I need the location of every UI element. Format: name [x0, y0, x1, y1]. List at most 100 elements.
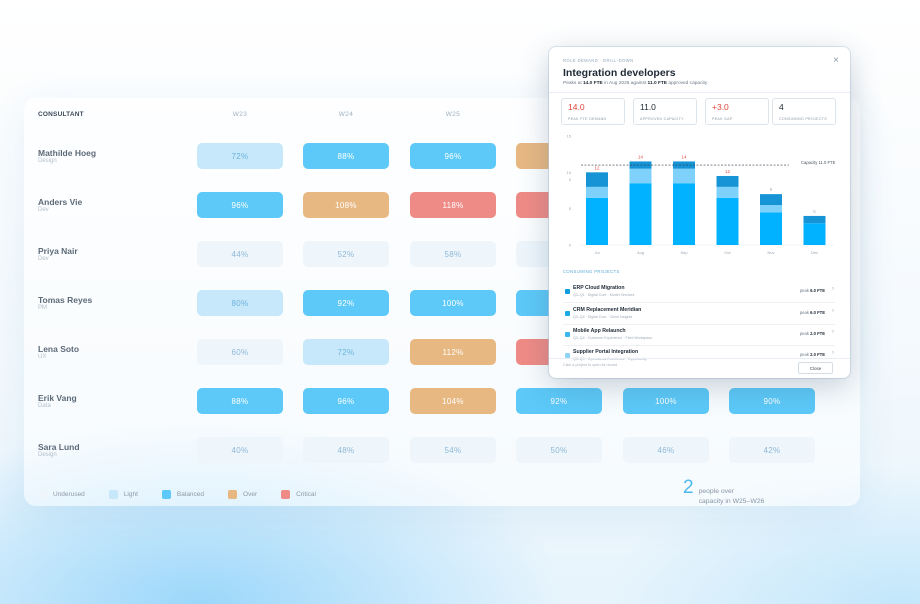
utilization-cell[interactable]: 96% — [197, 192, 283, 218]
kpi-label: CONSUMING PROJECTS — [779, 117, 827, 121]
consultant-name: Erik Vang — [38, 393, 77, 403]
consultant-name: Priya Nair — [38, 246, 78, 256]
peak-value: 2.0 FTE — [810, 352, 825, 357]
bar-total-label: 12 — [595, 165, 600, 170]
project-row-crm[interactable]: CRM Replacement Meridian Q3–Q4 · Digital… — [563, 305, 835, 325]
x-tick-label: Jul — [594, 250, 599, 255]
summary-line-1: people over — [698, 488, 735, 495]
summary-line-2: capacity in W25–W26 — [698, 497, 765, 505]
bar-segment — [716, 197, 739, 245]
project-row-mobile[interactable]: Mobile App Relaunch Q3–Q4 · Customer Exp… — [563, 326, 835, 346]
project-meta: Q3–Q4 · Customer Experience · Field Work… — [573, 336, 653, 340]
modal-footer-divider — [549, 358, 850, 359]
consultant-name: Sara Lund — [38, 442, 80, 452]
utilization-cell[interactable]: 54% — [410, 437, 496, 463]
bar-segment — [716, 186, 739, 198]
utilization-cell[interactable]: 118% — [410, 192, 496, 218]
close-icon[interactable]: × — [833, 55, 839, 66]
project-row-supplier[interactable]: Supplier Portal Integration Q3–Q4 · Oper… — [563, 347, 835, 367]
utilization-cell[interactable]: 104% — [410, 388, 496, 414]
utilization-cell[interactable]: 48% — [303, 437, 389, 463]
chevron-right-icon: › — [832, 286, 834, 292]
utilization-cell[interactable]: 88% — [197, 388, 283, 414]
demand-chart: 0 5 9 10 15 12 Jul 14 Aug 14 Sep 12 Oct 9 Nov 5 Dec Capac… — [549, 129, 850, 259]
demand-chart-svg: 0 5 9 10 15 12 Jul 14 Aug 14 Sep 12 Oct 9 Nov 5 Dec Capac… — [567, 134, 836, 256]
project-divider — [563, 345, 835, 346]
chevron-right-icon: › — [832, 308, 834, 314]
bar-total-label: 9 — [770, 187, 773, 192]
legend-swatch — [108, 490, 118, 499]
x-tick-label: Sep — [680, 250, 688, 255]
utilization-cell[interactable]: 46% — [623, 437, 709, 463]
utilization-cell[interactable]: 92% — [516, 388, 602, 414]
kpi-label: APPROVED CAPACITY — [640, 117, 684, 121]
utilization-cell[interactable]: 90% — [729, 388, 815, 414]
utilization-cell[interactable]: 52% — [303, 241, 389, 267]
project-divider — [563, 302, 835, 303]
consultant-name: Anders Vie — [38, 197, 83, 207]
utilization-cell[interactable]: 92% — [303, 290, 389, 316]
y-tick-label: 0 — [569, 243, 572, 248]
consultant-role: PM — [38, 305, 47, 311]
utilization-cell[interactable]: 80% — [197, 290, 283, 316]
peak-value: 6.0 FTE — [810, 288, 825, 293]
peak-label: peak — [799, 310, 809, 315]
bar-segment — [586, 186, 608, 198]
project-peak: peak 6.0 FTE — [800, 288, 825, 293]
subtitle-text: approved capacity — [667, 81, 708, 86]
utilization-cell[interactable]: 108% — [303, 192, 389, 218]
modal-subtitle: Peaks at 14.0 FTE in Aug 2026 against 11… — [563, 81, 707, 86]
project-divider — [563, 324, 835, 325]
utilization-cell[interactable]: 60% — [197, 339, 283, 365]
close-button[interactable]: Close — [798, 362, 833, 374]
bar-segment — [629, 183, 652, 245]
kpi-label: PEAK GAP — [712, 117, 733, 121]
y-tick-label: 9 — [569, 177, 572, 182]
kpi-label: PEAK FTE DEMAND — [568, 117, 607, 121]
legend-swatch — [228, 490, 238, 499]
peak-label: peak — [799, 331, 809, 336]
bar-segment — [803, 223, 826, 245]
project-peak: peak 6.0 FTE — [800, 310, 825, 315]
modal-title: Integration developers — [563, 67, 676, 79]
consultant-role: Data — [38, 403, 51, 409]
utilization-cell[interactable]: 44% — [197, 241, 283, 267]
bar-segment — [673, 183, 695, 245]
project-meta: Q3–Q1 · Digital Core · Model Services — [573, 293, 635, 297]
y-tick-label: 15 — [567, 134, 572, 139]
legend-item-balanced: Balanced — [161, 490, 204, 499]
utilization-cell[interactable]: 58% — [410, 241, 496, 267]
utilization-cell[interactable]: 72% — [303, 339, 389, 365]
bar-segment — [760, 194, 782, 206]
utilization-cell[interactable]: 96% — [410, 143, 496, 169]
kpi-value: 11.0 — [640, 102, 656, 112]
kpi-peak-gap: +3.0 PEAK GAP — [705, 98, 769, 125]
over-capacity-text: people over capacity in W25–W26 — [699, 487, 779, 506]
utilization-cell[interactable]: 50% — [516, 437, 602, 463]
utilization-cell[interactable]: 96% — [303, 388, 389, 414]
consultant-role: Design — [38, 158, 57, 164]
project-color-square — [565, 332, 570, 337]
legend-label: Critical — [296, 491, 316, 498]
consultant-name: Tomas Reyes — [38, 295, 93, 305]
utilization-cell[interactable]: 100% — [410, 290, 496, 316]
utilization-cell[interactable]: 42% — [729, 437, 815, 463]
bar-segment — [629, 168, 652, 184]
utilization-cell[interactable]: 112% — [410, 339, 496, 365]
project-row-erp[interactable]: ERP Cloud Migration Q3–Q1 · Digital Core… — [563, 283, 835, 303]
consultant-role: UX — [38, 354, 47, 360]
legend: Underused Light Balanced Over Critical — [38, 490, 340, 499]
week-header-w24: W24 — [338, 111, 354, 118]
utilization-cell[interactable]: 88% — [303, 143, 389, 169]
over-capacity-summary: 2 people over capacity in W25–W26 — [683, 478, 779, 506]
utilization-cell[interactable]: 72% — [197, 143, 283, 169]
bar-total-label: 5 — [813, 209, 816, 214]
project-color-square — [565, 353, 570, 358]
project-peak: peak 2.0 FTE — [800, 352, 825, 357]
bar-segment — [803, 215, 826, 224]
modal-eyebrow: ROLE DEMAND · DRILL-DOWN — [563, 58, 634, 63]
utilization-cell[interactable]: 40% — [197, 437, 283, 463]
utilization-cell[interactable]: 100% — [623, 388, 709, 414]
subtitle-text: Peaks at — [563, 81, 583, 86]
project-peak: peak 2.0 FTE — [800, 331, 825, 336]
